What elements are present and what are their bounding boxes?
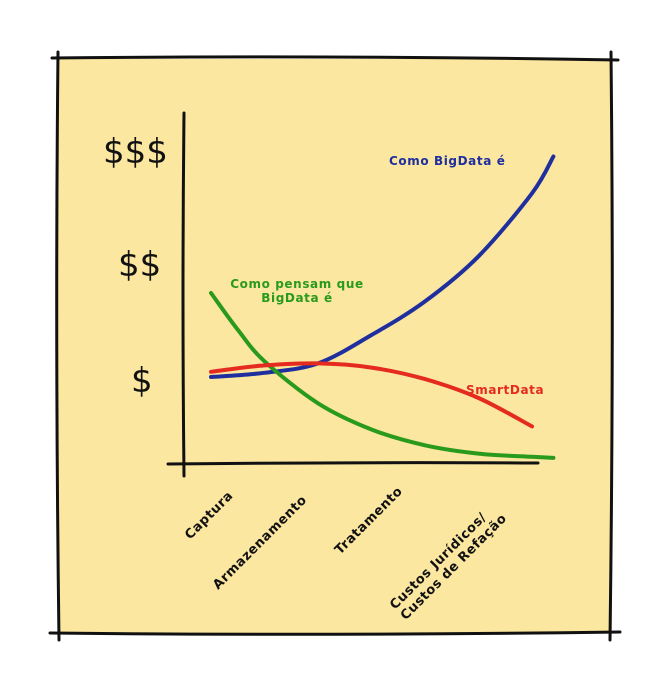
series-label: Como BigData é xyxy=(389,154,505,168)
y-tick-label: $$ xyxy=(118,245,161,285)
y-axis xyxy=(181,111,186,478)
series-labels: Como BigData é Como pensam que BigData é Sm… xyxy=(230,154,544,397)
series-line-smartdata xyxy=(209,361,534,429)
series-line-pensam xyxy=(209,291,556,460)
chart-background xyxy=(58,59,612,633)
x-axis xyxy=(166,461,540,466)
y-tick-label: $$$ xyxy=(103,132,168,172)
series-label: SmartData xyxy=(466,383,544,397)
y-tick-labels: $$$$$$ xyxy=(103,132,168,401)
frame xyxy=(48,50,622,642)
axes xyxy=(166,111,540,478)
series-label: Como pensam que BigData é xyxy=(230,277,363,305)
series-lines xyxy=(209,154,556,460)
y-tick-label: $ xyxy=(131,361,153,401)
series-line-bigdata xyxy=(209,154,556,379)
